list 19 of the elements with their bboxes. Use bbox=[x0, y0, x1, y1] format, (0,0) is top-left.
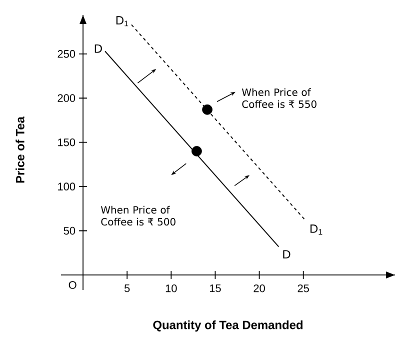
annotation: When Price of Coffee is ₹ 500 bbox=[100, 206, 176, 226]
y-tick-label: 200 bbox=[58, 94, 76, 102]
text: D bbox=[283, 250, 290, 258]
y-tick-label: 50 bbox=[64, 226, 76, 235]
series-label: D bbox=[94, 44, 102, 53]
y-tick-label: 250 bbox=[58, 50, 76, 58]
y-tick-label: 150 bbox=[58, 138, 76, 146]
series-label: D$_{1}$ bbox=[116, 16, 128, 26]
x-tick-label: 15 bbox=[210, 284, 221, 292]
annotation: When Price of Coffee is ₹ 550 bbox=[242, 88, 316, 108]
y-axis-title: Price of Tea bbox=[16, 116, 24, 183]
annotation: O bbox=[68, 281, 76, 289]
x-tick-label: 20 bbox=[254, 284, 265, 292]
y-tick-label: 100 bbox=[58, 182, 76, 190]
x-axis-title: Quantity of Tea Demanded bbox=[153, 320, 302, 332]
x-tick-label: 25 bbox=[298, 284, 309, 292]
x-tick-label: 10 bbox=[166, 284, 177, 292]
x-tick-label: 5 bbox=[124, 284, 130, 292]
text: D$_{1}$ bbox=[310, 224, 322, 235]
